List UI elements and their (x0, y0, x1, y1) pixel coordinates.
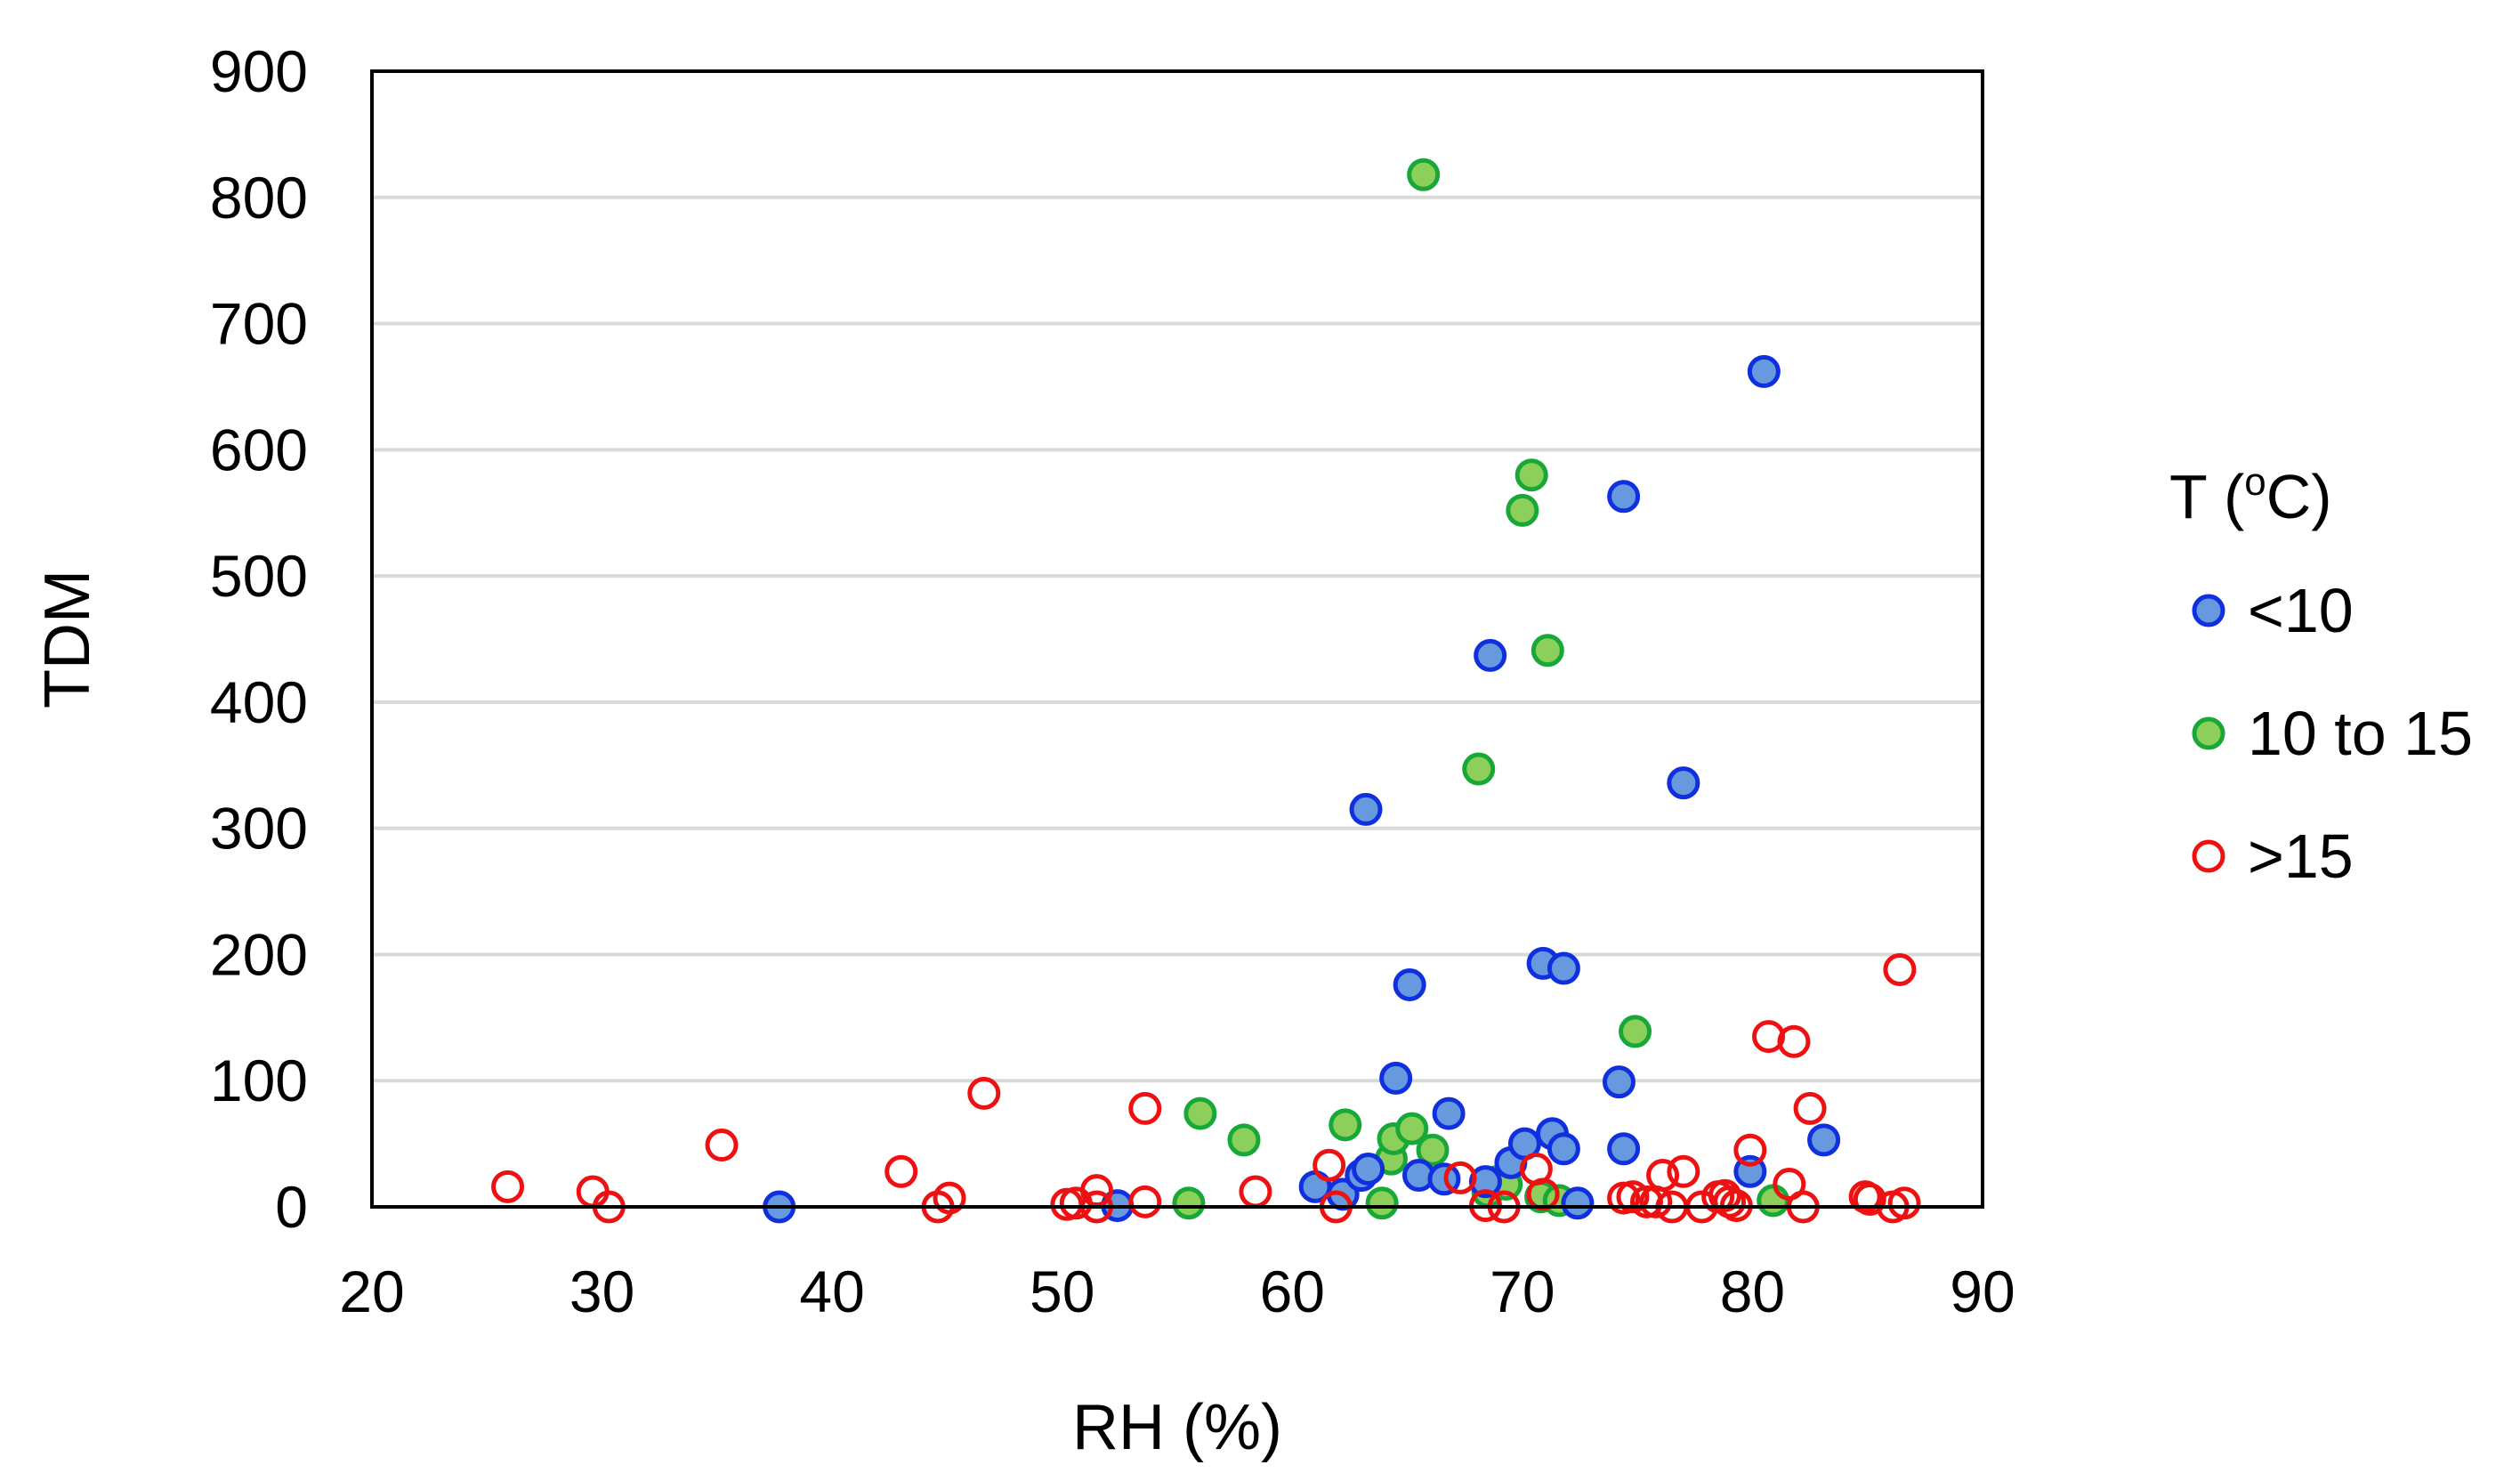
y-tick-label: 300 (210, 796, 308, 862)
legend-marker (2192, 594, 2225, 627)
data-point (1365, 1186, 1399, 1220)
data-point (933, 1181, 966, 1215)
data-point (1227, 1123, 1261, 1157)
data-point (1667, 766, 1700, 800)
x-axis-title: RH (%) (1072, 1392, 1282, 1463)
y-tick-label: 500 (210, 543, 308, 609)
data-point (1607, 480, 1641, 514)
data-point (1312, 1148, 1346, 1182)
x-tick-label: 90 (1950, 1258, 2015, 1324)
data-point (1349, 792, 1383, 826)
data-point (1393, 967, 1426, 1001)
x-tick-label: 40 (799, 1258, 864, 1324)
y-tick-label: 700 (210, 291, 308, 357)
data-point (1607, 1132, 1641, 1166)
legend-marker (2192, 839, 2225, 873)
data-point (1172, 1186, 1206, 1220)
data-point (967, 1076, 1001, 1110)
y-axis-tick-labels: 0 100 200 300 400 500 600 700 800 900 (210, 38, 308, 1240)
data-point (1561, 1186, 1595, 1220)
data-point (1757, 1184, 1790, 1218)
data-point (1807, 1123, 1841, 1157)
legend-title: T (oC) (2169, 460, 2332, 531)
data-point (1602, 1065, 1636, 1099)
x-tick-label: 20 (339, 1258, 404, 1324)
legend: T (oC) <10 10 to 15 >15 (2169, 460, 2473, 891)
data-point (1883, 952, 1917, 986)
data-point (1462, 752, 1496, 786)
data-point (1379, 1061, 1413, 1095)
data-point (1416, 1133, 1450, 1167)
data-point (1352, 1152, 1385, 1186)
data-point (1183, 1097, 1217, 1130)
series-group (763, 354, 1841, 1224)
data-point (705, 1129, 739, 1162)
data-point (1474, 638, 1507, 672)
y-tick-label: 100 (210, 1048, 308, 1113)
y-tick-label: 800 (210, 165, 308, 231)
data-point (1667, 1154, 1700, 1188)
y-tick-label: 0 (275, 1174, 308, 1240)
y-tick-label: 900 (210, 38, 308, 104)
data-point (1531, 634, 1564, 668)
data-point (1432, 1097, 1466, 1130)
data-point (1646, 1159, 1680, 1193)
data-point (1547, 951, 1580, 985)
legend-label: <10 (2248, 576, 2354, 645)
data-point (1080, 1174, 1113, 1208)
y-tick-label: 400 (210, 669, 308, 735)
data-point (1777, 1024, 1811, 1058)
data-point (1733, 1133, 1767, 1167)
data-point (1616, 1180, 1650, 1214)
data-point (1793, 1091, 1827, 1125)
data-point (1329, 1108, 1362, 1142)
x-tick-label: 80 (1720, 1258, 1785, 1324)
y-tick-label: 200 (210, 921, 308, 987)
data-point (1747, 354, 1781, 388)
data-point (1407, 158, 1441, 191)
legend-label: 10 to 15 (2248, 699, 2473, 768)
plot-area-border (370, 69, 1984, 1209)
data-point (1547, 1132, 1580, 1166)
data-point (1887, 1186, 1921, 1220)
series-group (491, 952, 1921, 1224)
data-point (1468, 1165, 1502, 1199)
legend-title-end: C) (2266, 462, 2332, 531)
legend-title-main: T ( (2169, 462, 2244, 531)
y-axis-title: TDM (32, 570, 103, 708)
legend-label: >15 (2248, 821, 2354, 891)
x-tick-label: 50 (1030, 1258, 1094, 1324)
x-tick-label: 60 (1260, 1258, 1325, 1324)
y-tick-label: 600 (210, 417, 308, 482)
data-point (1514, 458, 1548, 492)
horizontal-gridlines (372, 195, 1983, 1083)
data-point (1239, 1175, 1272, 1209)
x-tick-label: 70 (1490, 1258, 1555, 1324)
legend-title-superscript: o (2244, 460, 2266, 504)
data-point (1443, 1161, 1477, 1194)
data-point (884, 1154, 918, 1188)
data-point (1853, 1182, 1886, 1216)
data-points (491, 158, 1921, 1224)
data-point (1619, 1015, 1652, 1048)
data-point (1506, 493, 1539, 527)
data-point (491, 1169, 525, 1203)
x-tick-label: 30 (569, 1258, 634, 1324)
legend-marker (2192, 716, 2225, 750)
x-axis-tick-labels: 20 30 40 50 60 70 80 90 (339, 1258, 2015, 1324)
data-point (1128, 1185, 1162, 1218)
data-point (1128, 1091, 1162, 1125)
series-group (1172, 158, 1790, 1220)
data-point (1395, 1112, 1429, 1145)
